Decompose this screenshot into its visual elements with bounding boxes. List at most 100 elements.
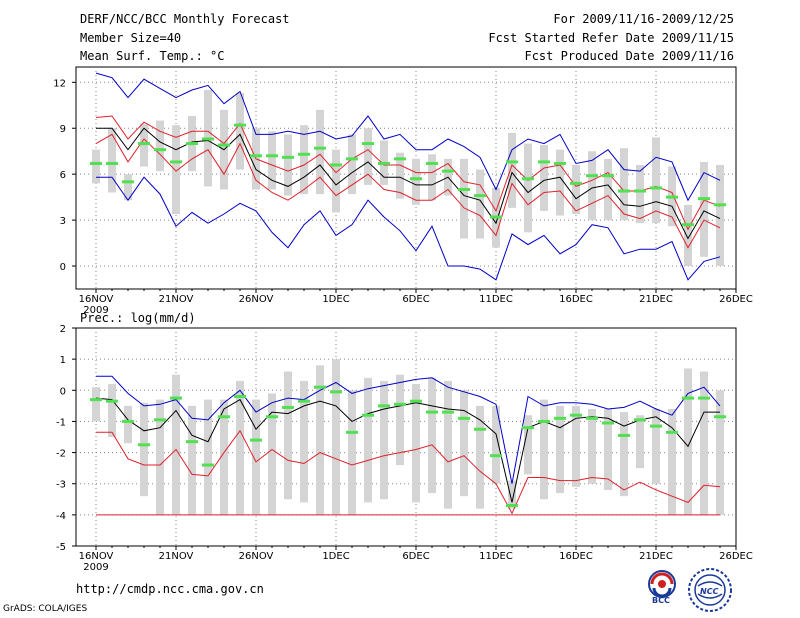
- temperature-spread-box: [652, 137, 660, 224]
- temperature-ytick-label: 3: [60, 216, 66, 227]
- temperature-spread-box: [428, 154, 436, 201]
- precipitation-spread-box: [284, 371, 292, 500]
- temperature-obs-marker: [490, 215, 502, 219]
- source-url[interactable]: http://cmdp.ncc.cma.gov.cn: [76, 582, 264, 596]
- precipitation-obs-marker: [554, 416, 566, 420]
- precipitation-xtick-label: 1DEC: [322, 551, 349, 562]
- temperature-spread-box: [684, 204, 692, 267]
- bcc-logo-text: BCC: [652, 596, 670, 605]
- precipitation-spread-box: [108, 384, 116, 437]
- forecast-started-date: Fcst Started Refer Date 2009/11/15: [488, 31, 734, 45]
- temperature-spread-box: [716, 164, 724, 267]
- temperature-spread-box: [460, 158, 468, 239]
- temperature-spread-box: [396, 152, 404, 199]
- temperature-obs-marker: [346, 157, 358, 161]
- precipitation-spread-box: [700, 371, 708, 515]
- temperature-obs-marker: [154, 148, 166, 152]
- temperature-spread-box: [156, 120, 164, 172]
- precipitation-xtick-label: 16DEC: [559, 551, 593, 562]
- precipitation-obs-marker: [250, 438, 262, 442]
- precipitation-xtick-label: 11DEC: [479, 551, 513, 562]
- precipitation-ytick-label: 2: [60, 324, 66, 335]
- variable-label: Mean Surf. Temp.: °C: [80, 49, 225, 63]
- ncc-logo-icon: [688, 568, 732, 612]
- precipitation-max-line: [96, 375, 721, 484]
- precipitation-obs-marker: [202, 463, 214, 467]
- precipitation-frame: [75, 327, 737, 547]
- precipitation-xtick-label: 16NOV: [79, 551, 114, 562]
- temperature-obs-marker: [394, 157, 406, 161]
- temperature-spread-box: [604, 158, 612, 221]
- temperature-spread-box: [108, 128, 116, 193]
- precipitation-obs-marker: [170, 396, 182, 400]
- precipitation-spread-box: [124, 405, 132, 444]
- temperature-xtick-label: 6DEC: [402, 294, 429, 305]
- temperature-obs-marker: [586, 174, 598, 178]
- temperature-max-line: [95, 72, 721, 202]
- temperature-spread-box: [268, 131, 276, 190]
- temperature-obs-marker: [170, 160, 182, 164]
- precipitation-xtick-label: 6DEC: [402, 551, 429, 562]
- precipitation-spread-box: [508, 480, 516, 509]
- precipitation-obs-marker: [330, 390, 342, 394]
- precipitation-obs-marker: [266, 415, 278, 419]
- precipitation-ytick-label: 0: [60, 386, 66, 397]
- precipitation-spread-box: [188, 405, 196, 515]
- temperature-spread-box: [412, 158, 420, 205]
- precipitation-spread-box: [412, 384, 420, 503]
- precipitation-spread-box: [172, 374, 180, 515]
- temperature-obs-marker: [282, 155, 294, 159]
- precipitation-obs-marker: [218, 415, 230, 419]
- precipitation-obs-marker: [234, 395, 246, 399]
- temperature-spread-box: [636, 164, 644, 224]
- precipitation-spread-box: [492, 405, 500, 484]
- precipitation-spread-box: [140, 402, 148, 497]
- precipitation-ytick-label: -4: [56, 511, 66, 522]
- temperature-spread-box: [332, 149, 340, 213]
- precipitation-obs-marker: [154, 418, 166, 422]
- temperature-spread-box: [572, 164, 580, 214]
- precipitation-obs-marker: [714, 415, 726, 419]
- precipitation-ytick-label: 1: [60, 355, 66, 366]
- temperature-min-line: [96, 176, 721, 281]
- temperature-spread-box: [364, 128, 372, 185]
- precipitation-spread-box: [556, 405, 564, 494]
- temperature-spread-box: [284, 134, 292, 196]
- precipitation-obs-marker: [410, 399, 422, 403]
- temperature-spread-box: [540, 145, 548, 211]
- precipitation-panel: -5 -4 -3 -2 -1 0 1 2 16NOV 21NOV 26NOV 1DEC 6DEC 11DE…: [56, 311, 753, 573]
- precipitation-spread-box: [92, 387, 100, 422]
- temperature-spread-box: [236, 93, 244, 170]
- precipitation-year-label: 2009: [83, 562, 108, 573]
- precipitation-xtick-label: 26NOV: [239, 551, 274, 562]
- temperature-spread-box: [700, 161, 708, 257]
- precipitation-obs-marker: [362, 413, 374, 417]
- temperature-obs-marker: [362, 142, 374, 146]
- precipitation-spread-box: [476, 405, 484, 509]
- temperature-obs-marker: [650, 186, 662, 190]
- temperature-obs-marker: [106, 161, 118, 165]
- precipitation-obs-marker: [586, 416, 598, 420]
- precipitation-xtick-label: 26DEC: [719, 551, 753, 562]
- forecast-period: For 2009/11/16-2009/12/25: [553, 12, 734, 26]
- precipitation-spread-box: [380, 380, 388, 500]
- temperature-obs-marker: [458, 187, 470, 191]
- precipitation-mean-line: [95, 397, 720, 503]
- temperature-spread-box: [124, 174, 132, 201]
- temperature-obs-marker: [314, 146, 326, 150]
- temperature-obs-marker: [682, 223, 694, 227]
- temperature-spread-box: [172, 125, 180, 214]
- precipitation-spread-box: [652, 408, 660, 484]
- precipitation-obs-marker: [442, 410, 454, 414]
- precipitation-spread-box: [236, 380, 244, 515]
- precipitation-obs-marker: [138, 443, 150, 447]
- temperature-frame: [75, 66, 737, 290]
- precipitation-spread-box: [524, 415, 532, 475]
- temperature-panel: 0 3 6 9 12 16NOV 21NOV 26NOV 1DEC 6DEC 11DEC 16DEC 2…: [53, 66, 753, 316]
- temperature-mean-line: [96, 127, 721, 240]
- temperature-spread-box: [588, 151, 596, 221]
- temperature-obs-marker: [426, 161, 438, 165]
- temperature-obs-marker: [714, 203, 726, 207]
- temperature-xtick-label: 16DEC: [559, 294, 593, 305]
